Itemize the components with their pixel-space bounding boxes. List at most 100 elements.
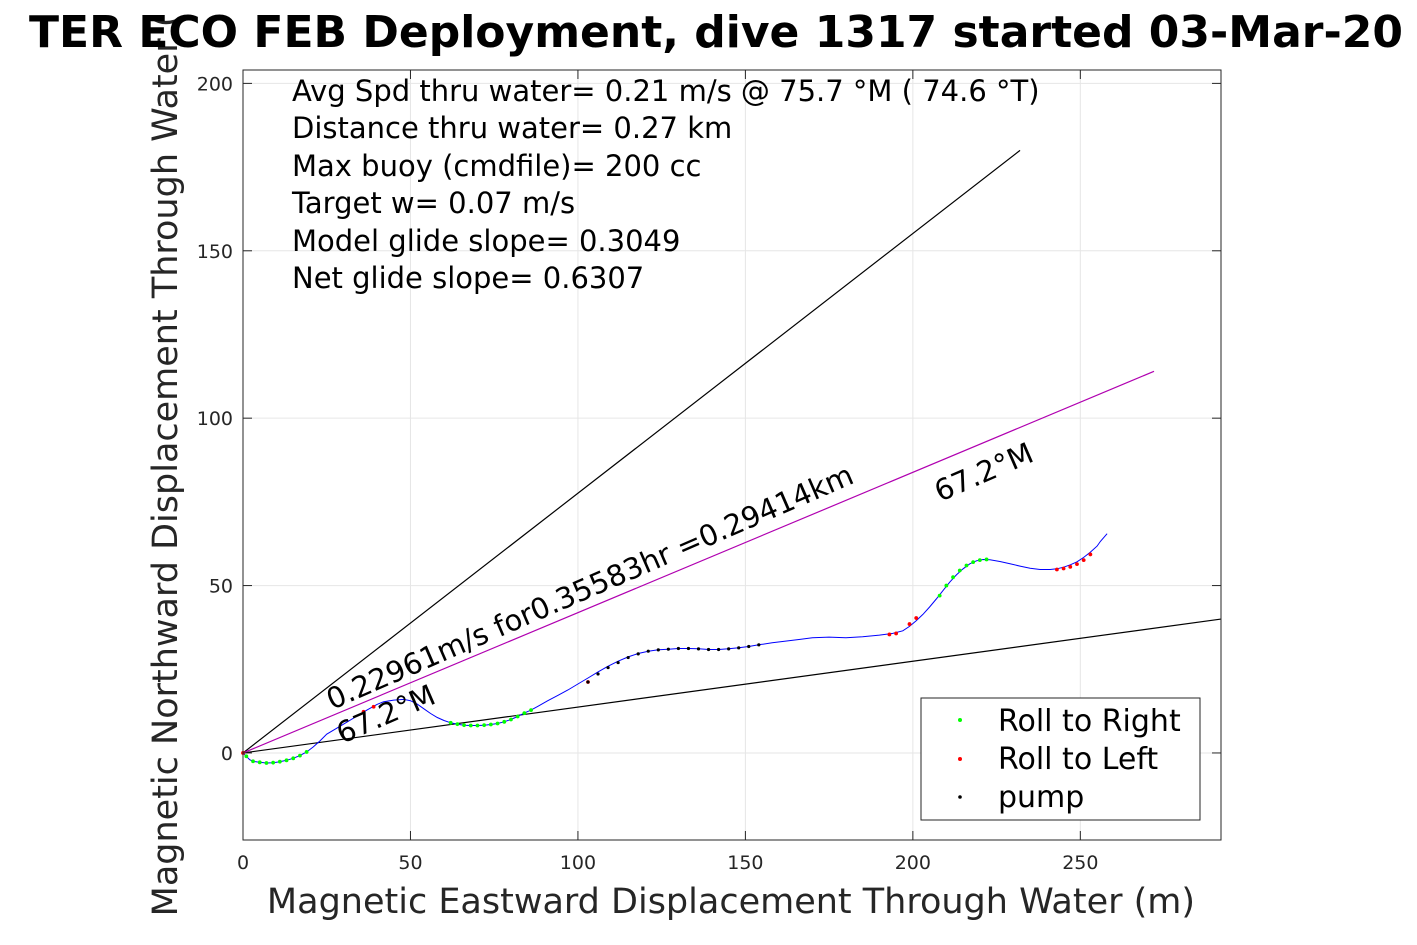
marker-pump — [757, 643, 761, 647]
marker-roll-to-left — [907, 622, 912, 626]
marker-roll-to-right — [944, 583, 949, 588]
marker-roll-to-right — [475, 723, 480, 728]
x-tick-label: 200 — [895, 852, 931, 874]
marker-roll-to-right — [264, 761, 269, 765]
marker-roll-to-right — [244, 754, 249, 759]
y-axis-label: Magnetic Northward Displacement Through … — [146, 14, 186, 917]
marker-roll-to-left — [1068, 564, 1073, 569]
x-axis-label: Magnetic Eastward Displacement Through W… — [267, 882, 1195, 922]
reference-line-lower — [242, 618, 1222, 754]
marker-roll-to-right — [495, 721, 500, 726]
legend-marker-roll-right — [958, 718, 962, 722]
marker-pump — [596, 672, 600, 676]
marker-roll-to-left — [1075, 562, 1079, 567]
marker-roll-to-right — [277, 759, 282, 764]
marker-roll-to-right — [455, 722, 460, 727]
annotation-distance: Distance thru water= 0.27 km — [292, 111, 732, 145]
marker-pump — [686, 646, 691, 651]
marker-roll-to-right — [482, 723, 487, 728]
marker-roll-to-right — [251, 759, 255, 764]
marker-roll-to-right — [937, 593, 942, 598]
chart-title: TER ECO FEB Deployment, dive 1317 starte… — [29, 7, 1403, 58]
marker-roll-to-left — [887, 632, 892, 637]
marker-roll-to-right — [977, 558, 982, 563]
annotation-max-buoy: Max buoy (cmdfile)= 200 cc — [292, 149, 701, 183]
legend-marker-roll-left — [958, 757, 962, 761]
marker-roll-to-left — [1054, 567, 1059, 572]
reference-line-upper — [242, 149, 1021, 754]
legend-label-roll-left: Roll to Left — [998, 742, 1158, 777]
marker-pump — [626, 655, 630, 660]
reference-lines — [242, 149, 1222, 754]
marker-roll-to-right — [522, 711, 527, 716]
marker-roll-to-right — [964, 563, 969, 568]
marker-roll-to-left — [1088, 552, 1093, 557]
legend: Roll to Right Roll to Left pump — [920, 697, 1201, 821]
marker-pump — [706, 647, 711, 652]
legend-box — [920, 697, 1201, 821]
legend-label-roll-right: Roll to Right — [998, 704, 1181, 739]
marker-pump — [747, 644, 751, 649]
marker-pump — [666, 647, 670, 651]
annotation-target-w: Target w= 0.07 m/s — [291, 186, 575, 220]
y-tick-label: 200 — [197, 73, 233, 95]
marker-pump — [717, 647, 721, 652]
marker-pump — [586, 680, 590, 684]
marker-roll-to-right — [284, 758, 289, 763]
event-markers — [241, 552, 1093, 765]
marker-roll-to-right — [971, 560, 976, 565]
marker-roll-to-right — [304, 750, 309, 754]
marker-pump — [737, 646, 741, 650]
axis-ticks: 0 50 100 150 200 250 0 50 100 150 200 — [197, 70, 1221, 874]
reference-line-heading — [242, 370, 1155, 754]
y-tick-label: 50 — [209, 576, 233, 598]
marker-roll-to-right — [488, 722, 493, 727]
legend-marker-pump — [958, 795, 962, 799]
marker-roll-to-right — [502, 719, 507, 724]
annotation-net-glide: Net glide slope= 0.6307 — [292, 261, 644, 295]
marker-roll-to-left — [914, 616, 919, 620]
marker-pump — [696, 647, 701, 651]
marker-roll-to-right — [462, 723, 466, 728]
marker-roll-to-left — [371, 704, 376, 709]
annotation-avg-speed: Avg Spd thru water= 0.21 m/s @ 75.7 °M (… — [292, 74, 1040, 108]
marker-roll-to-right — [448, 720, 453, 725]
marker-pump — [606, 665, 610, 670]
x-tick-label: 0 — [237, 852, 249, 874]
marker-roll-to-right — [291, 756, 296, 761]
marker-roll-to-right — [257, 760, 262, 765]
grid — [242, 70, 1221, 840]
x-tick-label: 100 — [560, 852, 596, 874]
marker-roll-to-left — [894, 631, 899, 636]
marker-roll-to-left — [1081, 558, 1086, 563]
marker-roll-to-right — [298, 753, 302, 758]
x-tick-label: 150 — [727, 852, 763, 874]
stats-annotation: Avg Spd thru water= 0.21 m/s @ 75.7 °M (… — [291, 74, 1040, 295]
y-tick-label: 150 — [197, 241, 233, 263]
x-tick-label: 50 — [398, 852, 422, 874]
marker-roll-to-left — [361, 709, 366, 714]
marker-pump — [616, 660, 620, 665]
marker-pump — [676, 646, 681, 651]
x-tick-label: 250 — [1062, 852, 1098, 874]
axes-box — [242, 69, 1222, 841]
marker-roll-to-right — [271, 760, 276, 765]
y-tick-label: 0 — [221, 743, 233, 765]
marker-roll-to-right — [984, 557, 989, 562]
y-tick-label: 100 — [197, 408, 233, 430]
marker-roll-to-right — [957, 568, 962, 573]
marker-roll-to-right — [529, 708, 533, 713]
plot-area: 0 50 100 150 200 250 0 50 100 150 200 — [197, 69, 1222, 874]
marker-roll-to-right — [509, 717, 513, 722]
marker-roll-to-right — [515, 714, 520, 719]
marker-pump — [646, 649, 650, 653]
marker-pump — [636, 652, 640, 656]
marker-roll-to-right — [951, 575, 955, 580]
marker-roll-to-right — [468, 723, 473, 728]
marker-roll-to-left — [1061, 566, 1066, 571]
marker-pump — [727, 647, 731, 651]
legend-label-pump: pump — [998, 780, 1084, 815]
marker-pump — [656, 648, 660, 652]
annotation-model-glide: Model glide slope= 0.3049 — [292, 224, 680, 258]
